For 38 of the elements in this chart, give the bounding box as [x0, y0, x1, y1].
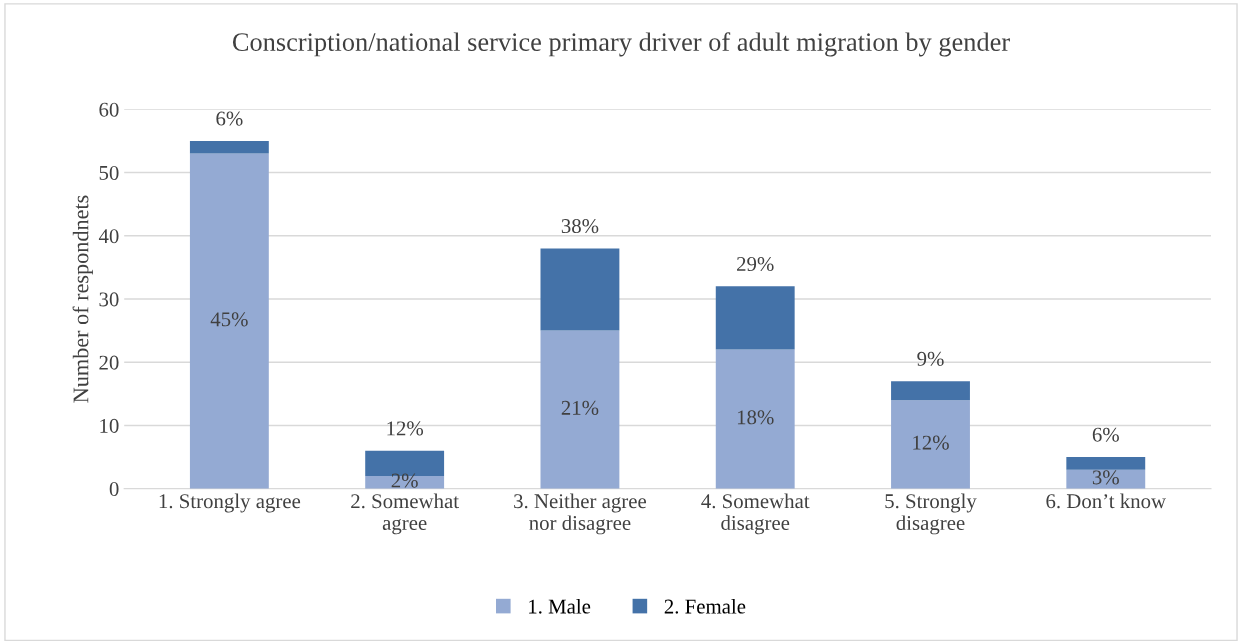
legend-label: 2. Female [664, 598, 746, 614]
x-tick-label: 3. Neither agree nor disagree [514, 493, 647, 535]
x-tick-label: 6. Don’t know [1046, 493, 1166, 509]
x-tick-label: 5. Strongly disagree [885, 493, 977, 535]
annotation: 12% [387, 421, 424, 436]
y-tick-label: 10 [100, 418, 119, 433]
bar [189, 140, 269, 154]
x-tick-label: 2. Somewhat agree [351, 493, 459, 535]
y-tick-label: 50 [99, 165, 119, 180]
bar [1066, 457, 1146, 470]
bar [891, 400, 970, 489]
annotation: 6% [216, 111, 243, 126]
annotation: 29% [737, 256, 774, 272]
y-tick-label: 0 [109, 482, 119, 497]
y-tick-label: 30 [99, 292, 119, 307]
y-tick-label: 60 [99, 102, 119, 117]
annotation: 45% [210, 312, 248, 327]
x-tick-label: 4. Somewhat disagree [701, 493, 810, 535]
annotation: 21% [561, 400, 599, 415]
bar [189, 153, 269, 489]
x-tick-label: 1. Strongly agree [159, 493, 301, 513]
annotation: 38% [561, 219, 599, 234]
annotation: 6% [1092, 427, 1119, 442]
annotation: 9% [917, 351, 944, 366]
annotation: 12% [913, 435, 949, 450]
bar [540, 330, 620, 489]
y-tick-label: 40 [98, 229, 119, 244]
bar [540, 248, 620, 331]
bar [715, 349, 795, 489]
bar [891, 381, 970, 401]
chart-title: Conscription/national service primary driver of adult migration by gender [232, 32, 1010, 57]
annotation: 3% [1092, 470, 1119, 485]
annotation: 2% [391, 473, 418, 488]
bar [715, 286, 795, 350]
y-tick-label: 20 [99, 355, 119, 370]
annotation: 18% [737, 410, 774, 425]
y-axis-title: Number of respondnets [72, 195, 93, 403]
legend-label: 1. Male [529, 598, 591, 614]
